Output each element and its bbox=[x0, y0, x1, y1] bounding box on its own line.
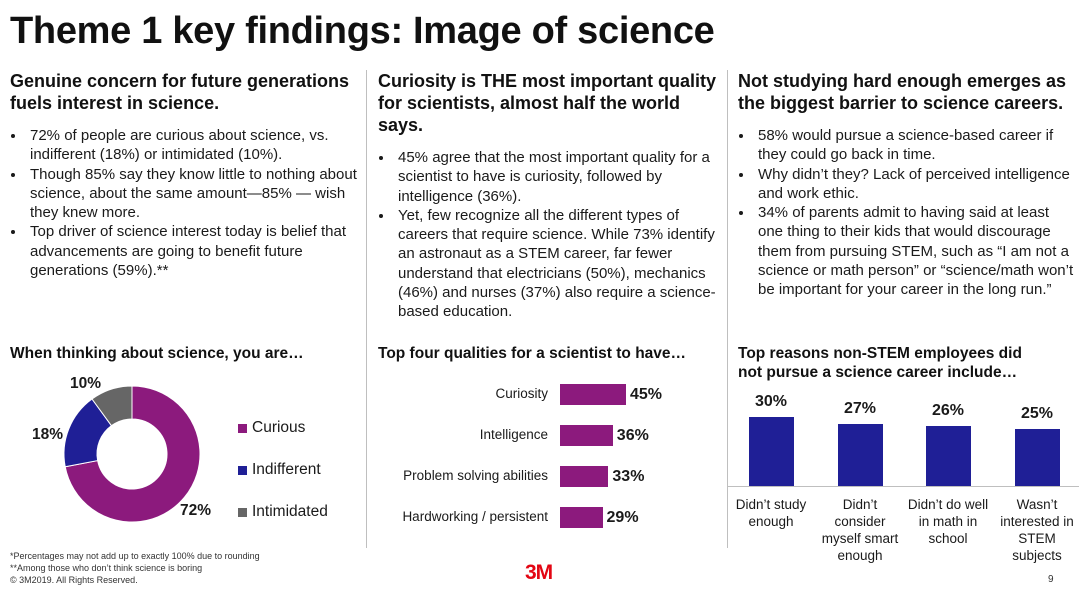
legend-swatch bbox=[238, 465, 247, 475]
footnote-boring: **Among those who don’t think science is… bbox=[10, 563, 203, 573]
bullet-item: Though 85% say they know little to nothi… bbox=[26, 165, 360, 223]
column-1-bullets: 72% of people are curious about science,… bbox=[10, 126, 360, 280]
legend-label: Curious bbox=[252, 419, 306, 436]
bullet-item: Top driver of science interest today is … bbox=[26, 222, 360, 280]
hbar-chart-title: Top four qualities for a scientist to ha… bbox=[378, 345, 687, 362]
vbar-axis-line bbox=[727, 486, 1079, 487]
vbar-chart-title: Top reasons non-STEM employees did not p… bbox=[738, 345, 1022, 381]
vbar-bar bbox=[838, 423, 883, 486]
hbar-value-label: 45% bbox=[630, 386, 663, 403]
column-3-heading: Not studying hard enough emerges as the … bbox=[738, 71, 1067, 113]
vbar-bar bbox=[926, 426, 971, 486]
vbar-value-label: 26% bbox=[931, 402, 965, 420]
column-3-bullets: 58% would pursue a science-based career … bbox=[738, 126, 1078, 300]
bullet-item: 45% agree that the most important qualit… bbox=[394, 148, 718, 206]
vbar-bar bbox=[1015, 428, 1060, 486]
page-number: 9 bbox=[1048, 574, 1054, 585]
donut-label-indifferent: 18% bbox=[32, 426, 64, 443]
bullet-item: 72% of people are curious about science,… bbox=[26, 126, 360, 165]
donut-chart bbox=[63, 385, 201, 523]
vbar-value-label: 30% bbox=[754, 393, 788, 410]
hbar-value-label: 36% bbox=[616, 427, 649, 444]
donut-slice-intimidated bbox=[91, 385, 133, 427]
bullet-item: 34% of parents admit to having said at l… bbox=[754, 203, 1078, 299]
column-3: Not studying hard enough emerges as the … bbox=[738, 70, 1078, 300]
hbar-bar bbox=[560, 507, 603, 528]
column-1: Genuine concern for future generations f… bbox=[10, 70, 360, 280]
hbar-bar bbox=[560, 425, 613, 446]
vbar-value-label: 27% bbox=[843, 399, 877, 417]
column-1-heading: Genuine concern for future generations f… bbox=[10, 71, 350, 113]
donut-legend: Curious Indifferent Intimidated bbox=[238, 418, 328, 544]
hbar-category-label: Hardworking / persistent bbox=[402, 509, 548, 524]
legend-item-indifferent: Indifferent bbox=[238, 460, 328, 480]
donut-label-curious: 72% bbox=[180, 502, 212, 519]
vbar-category-label: Didn’t consider myself smart enough bbox=[821, 497, 899, 563]
vbar-category-label: Wasn’t interested in STEM subjects bbox=[1000, 497, 1074, 563]
vbar-value-label: 25% bbox=[1020, 404, 1054, 422]
divider-1 bbox=[366, 70, 367, 548]
bullet-item: 58% would pursue a science-based career … bbox=[754, 126, 1078, 165]
bullet-item: Why didn’t they? Lack of perceived intel… bbox=[754, 165, 1078, 204]
vbar-category-label: Didn’t study enough bbox=[735, 497, 807, 529]
hbar-bar bbox=[560, 466, 609, 487]
vbar-category-label: Didn’t do well in math in school bbox=[907, 497, 989, 546]
donut-label-intimidated: 10% bbox=[70, 375, 102, 392]
hbar-category-label: Curiosity bbox=[495, 386, 548, 401]
donut-chart-title: When thinking about science, you are… bbox=[10, 345, 304, 362]
footnote-rounding: *Percentages may not add up to exactly 1… bbox=[10, 551, 260, 561]
column-2: Curiosity is THE most important quality … bbox=[378, 70, 718, 322]
column-2-heading: Curiosity is THE most important quality … bbox=[378, 71, 717, 135]
legend-swatch bbox=[238, 507, 247, 517]
bullet-item: Yet, few recognize all the different typ… bbox=[394, 206, 718, 322]
copyright: © 3M2019. All Rights Reserved. bbox=[10, 575, 138, 585]
legend-item-intimidated: Intimidated bbox=[238, 502, 328, 522]
column-2-bullets: 45% agree that the most important qualit… bbox=[378, 148, 718, 322]
hbar-category-label: Problem solving abilities bbox=[403, 468, 548, 483]
legend-label: Indifferent bbox=[252, 461, 321, 478]
hbar-category-label: Intelligence bbox=[479, 427, 548, 442]
donut-slice-curious bbox=[64, 385, 201, 523]
page-title: Theme 1 key findings: Image of science bbox=[10, 10, 715, 52]
legend-swatch bbox=[238, 423, 247, 433]
vbar-bar bbox=[749, 417, 794, 486]
3m-logo: 3M bbox=[525, 561, 553, 584]
hbar-value-label: 29% bbox=[606, 509, 639, 526]
legend-item-curious: Curious bbox=[238, 418, 328, 438]
legend-label: Intimidated bbox=[252, 503, 328, 520]
divider-2 bbox=[727, 70, 728, 548]
hbar-value-label: 33% bbox=[612, 468, 645, 485]
hbar-bar bbox=[560, 384, 626, 405]
